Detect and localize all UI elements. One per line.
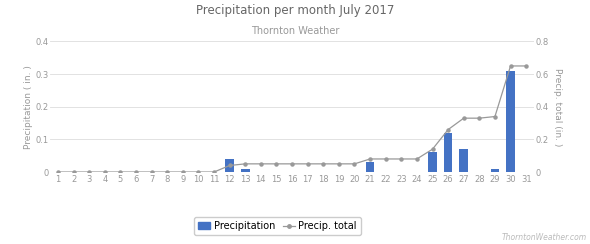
Precip. total bbox=[101, 171, 109, 173]
Precip. total bbox=[366, 158, 373, 161]
Precip. total bbox=[273, 163, 280, 165]
Precip. total bbox=[351, 163, 358, 165]
Precip. total bbox=[226, 164, 233, 167]
Precip. total bbox=[257, 163, 264, 165]
Y-axis label: Precipitation ( in. ): Precipitation ( in. ) bbox=[24, 65, 32, 149]
Precip. total bbox=[148, 171, 155, 173]
Text: Precipitation per month July 2017: Precipitation per month July 2017 bbox=[196, 4, 394, 17]
Bar bbox=[506, 71, 515, 172]
Precip. total bbox=[195, 171, 202, 173]
Precip. total bbox=[320, 163, 327, 165]
Precip. total bbox=[54, 171, 61, 173]
Precip. total bbox=[476, 117, 483, 120]
Bar bbox=[491, 169, 499, 172]
Bar bbox=[241, 169, 250, 172]
Precip. total bbox=[242, 163, 249, 165]
Precip. total bbox=[304, 163, 311, 165]
Precip. total bbox=[491, 115, 499, 118]
Bar bbox=[366, 162, 375, 172]
Precip. total bbox=[445, 128, 452, 131]
Precip. total bbox=[429, 148, 436, 151]
Line: Precip. total: Precip. total bbox=[57, 64, 527, 173]
Bar bbox=[460, 149, 468, 172]
Precip. total bbox=[398, 158, 405, 161]
Text: ThorntonWeather.com: ThorntonWeather.com bbox=[502, 233, 587, 242]
Precip. total bbox=[163, 171, 171, 173]
Precip. total bbox=[117, 171, 124, 173]
Y-axis label: Precip. total (in. ): Precip. total (in. ) bbox=[553, 68, 562, 146]
Precip. total bbox=[70, 171, 77, 173]
Precip. total bbox=[132, 171, 139, 173]
Precip. total bbox=[86, 171, 93, 173]
Text: Thornton Weather: Thornton Weather bbox=[251, 26, 339, 36]
Precip. total bbox=[289, 163, 296, 165]
Precip. total bbox=[414, 158, 421, 161]
Bar bbox=[428, 152, 437, 172]
Precip. total bbox=[507, 64, 514, 67]
Precip. total bbox=[523, 64, 530, 67]
Legend: Precipitation, Precip. total: Precipitation, Precip. total bbox=[194, 217, 361, 235]
Precip. total bbox=[460, 117, 467, 120]
Precip. total bbox=[335, 163, 342, 165]
Precip. total bbox=[179, 171, 186, 173]
Precip. total bbox=[382, 158, 389, 161]
Precip. total bbox=[211, 171, 218, 173]
Bar bbox=[225, 159, 234, 172]
Bar bbox=[444, 133, 453, 172]
